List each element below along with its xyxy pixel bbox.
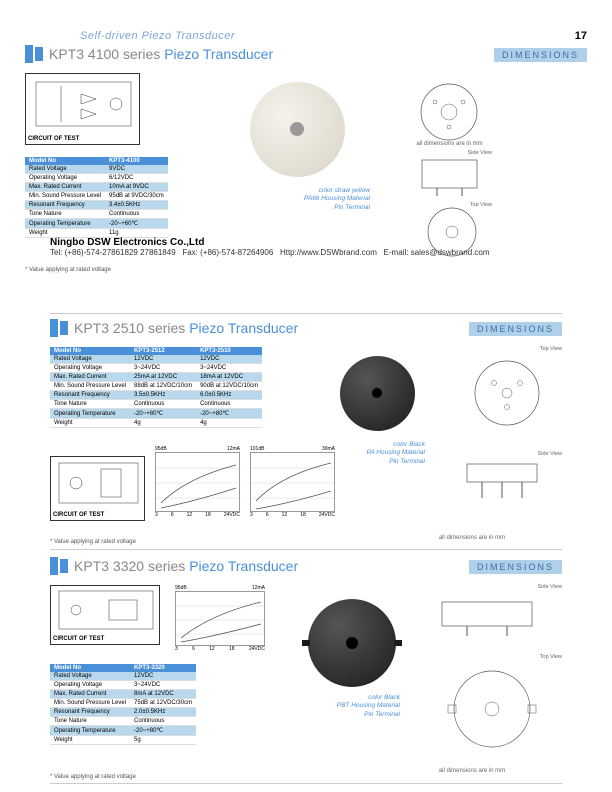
product-photo xyxy=(250,82,350,182)
dim-note: all dimensions are in mm xyxy=(407,141,492,147)
product-description: color straw yellow PA66 Housing Material… xyxy=(250,187,370,212)
spec-table-container: Model NoKPT3-4100Rated Voltage9VDCOperat… xyxy=(25,157,168,238)
section-kpt3-2510: KPT3 2510 series Piezo Transducer DIMENS… xyxy=(50,319,562,556)
dimensions-label: DIMENSIONS xyxy=(494,45,587,63)
circuit-diagram: CIRCUIT OF TEST xyxy=(25,73,140,145)
table-header: Model No xyxy=(50,664,130,672)
table-row: Operating Temperature-20~+80℃-20~+80℃ xyxy=(50,409,262,419)
section-header: KPT3 3320 series Piezo Transducer DIMENS… xyxy=(50,557,562,575)
table-row: Rated Voltage12VDC12VDC xyxy=(50,355,262,364)
circuit-diagram: CIRCUIT OF TEST xyxy=(50,456,145,521)
accent-bar xyxy=(25,45,33,63)
circuit-svg xyxy=(51,457,146,509)
table-row: Max. Rated Current8mA at 12VDC xyxy=(50,690,196,699)
table-header: KPT3-2512 xyxy=(130,347,196,355)
accent-bar xyxy=(60,559,68,573)
table-row: Rated Voltage9VDC xyxy=(25,165,168,174)
circuit-label: CIRCUIT OF TEST xyxy=(53,636,104,642)
chart-1: 95dB12mA 36121824VDC xyxy=(175,585,265,652)
table-row: Weight4g4g xyxy=(50,419,262,428)
table-row: Resonant Frequency2.0±0.5KHz xyxy=(50,708,196,717)
circuit-svg xyxy=(51,586,161,634)
table-row: Max. Rated Current10mA at 9VDC xyxy=(25,183,168,192)
dimensions-label: DIMENSIONS xyxy=(469,560,562,574)
drawing-top xyxy=(462,351,552,436)
table-row: Min. Sound Pressure Level88dB at 12VDC/1… xyxy=(50,382,262,391)
table-row: Weight5g xyxy=(50,736,196,745)
company-name: Ningbo DSW Electronics Co.,Ltd xyxy=(50,237,562,248)
series-title: KPT3 2510 series Piezo Transducer xyxy=(74,320,298,336)
section-kpt3-4100: KPT3 4100 series Piezo Transducer DIMENS… xyxy=(25,45,587,267)
divider xyxy=(50,549,562,550)
drawing-side xyxy=(412,150,487,200)
footnote: * Value applying at rated voltage xyxy=(50,774,136,780)
circuit-label: CIRCUIT OF TEST xyxy=(28,136,79,142)
table-row: Tone NatureContinuousContinuous xyxy=(50,400,262,409)
dimensions-drawings: Top View Side View all dimensions are in… xyxy=(382,346,562,541)
table-row: Operating Voltage3~24VDC3~24VDC xyxy=(50,364,262,373)
table-row: Max. Rated Current25mA at 12VDC18mA at 1… xyxy=(50,373,262,382)
series-title: KPT3 3320 series Piezo Transducer xyxy=(74,558,298,574)
drawing-side xyxy=(432,592,542,642)
dimensions-drawings: Side View Top View all dimensions are in… xyxy=(382,584,562,779)
chart-2: 101dB30mA 36121824VDC xyxy=(250,446,335,518)
page-footer: Ningbo DSW Electronics Co.,Ltd Tel: (+86… xyxy=(50,237,562,257)
table-header: KPT3-4100 xyxy=(105,157,168,165)
accent-bar xyxy=(50,557,58,575)
spec-table-container: Model NoKPT3-2512KPT3-2510Rated Voltage1… xyxy=(50,347,262,428)
table-header: KPT3-2510 xyxy=(196,347,262,355)
spec-table-container: Model NoKPT3-3320Rated Voltage12VDCOpera… xyxy=(50,664,196,745)
table-header: Model No xyxy=(25,157,105,165)
accent-bar xyxy=(35,47,43,61)
footnote: * Value applying at rated voltage xyxy=(50,539,136,545)
accent-bar xyxy=(60,321,68,335)
chart-1: 95dB12mA 36121824VDC xyxy=(155,446,240,518)
circuit-label: CIRCUIT OF TEST xyxy=(53,512,104,518)
drawing-side xyxy=(452,456,552,511)
table-row: Resonant Frequency3.4±0.5KHz xyxy=(25,201,168,210)
circuit-diagram: CIRCUIT OF TEST xyxy=(50,585,160,645)
spec-table: Model NoKPT3-2512KPT3-2510Rated Voltage1… xyxy=(50,347,262,428)
contact-info: Tel: (+86)-574-27861829 27861849 Fax: (+… xyxy=(50,248,562,257)
page-number: 17 xyxy=(575,30,587,42)
drawing-top xyxy=(442,659,542,759)
table-row: Rated Voltage12VDC xyxy=(50,672,196,681)
section-header: KPT3 2510 series Piezo Transducer DIMENS… xyxy=(50,319,562,337)
drawing-bottom xyxy=(407,72,492,147)
series-title: KPT3 4100 series Piezo Transducer xyxy=(49,46,273,62)
footnote: * Value applying at rated voltage xyxy=(25,267,111,273)
table-row: Min. Sound Pressure Level95dB at 9VDC/30… xyxy=(25,192,168,201)
section-kpt3-3320: KPT3 3320 series Piezo Transducer DIMENS… xyxy=(50,557,562,789)
table-row: Resonant Frequency3.5±0.5KHz6.0±0.5KHz xyxy=(50,391,262,400)
category-title: Self-driven Piezo Transducer xyxy=(80,30,235,42)
table-row: Tone NatureContinuous xyxy=(25,210,168,219)
section-header: KPT3 4100 series Piezo Transducer DIMENS… xyxy=(25,45,587,63)
table-row: Operating Temperature-20~+80℃ xyxy=(50,726,196,736)
divider xyxy=(50,783,562,784)
circuit-svg xyxy=(26,74,141,134)
table-row: Tone NatureContinuous xyxy=(50,717,196,726)
dim-note: all dimensions are in mm xyxy=(382,535,562,541)
table-header: Model No xyxy=(50,347,130,355)
divider xyxy=(50,313,562,314)
table-header: KPT3-3320 xyxy=(130,664,196,672)
spec-table: Model NoKPT3-3320Rated Voltage12VDCOpera… xyxy=(50,664,196,745)
table-row: Operating Voltage3~24VDC xyxy=(50,681,196,690)
table-row: Operating Temperature-20~+60℃ xyxy=(25,219,168,229)
spec-table: Model NoKPT3-4100Rated Voltage9VDCOperat… xyxy=(25,157,168,238)
dim-note: all dimensions are in mm xyxy=(382,768,562,774)
dimensions-label: DIMENSIONS xyxy=(469,322,562,336)
table-row: Min. Sound Pressure Level75dB at 12VDC/3… xyxy=(50,699,196,708)
table-row: Operating Voltage6/12VDC xyxy=(25,174,168,183)
accent-bar xyxy=(50,319,58,337)
